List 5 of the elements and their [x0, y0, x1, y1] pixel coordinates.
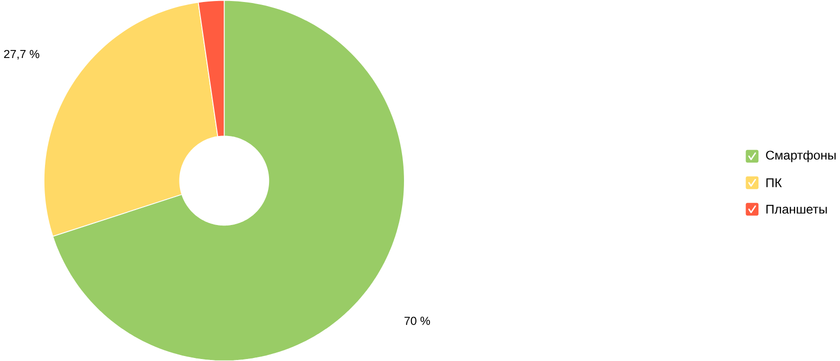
data-label: 27,7 %	[4, 50, 40, 60]
legend-label: Планшеты	[766, 204, 827, 214]
legend-label: Смартфоны	[766, 150, 836, 162]
legend-label: ПК	[766, 178, 782, 187]
data-label: 70 %	[404, 316, 430, 325]
